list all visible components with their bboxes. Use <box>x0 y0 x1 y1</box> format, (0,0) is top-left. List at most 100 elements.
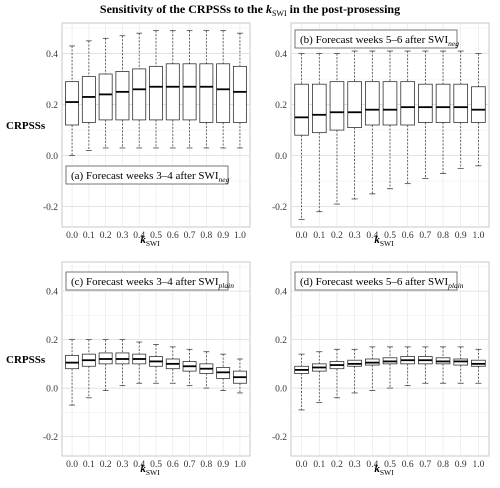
box-iqr <box>435 83 451 123</box>
boxplot-0.8 <box>199 351 214 389</box>
x-tick-label: 0.9 <box>455 460 467 470</box>
boxplot-0.5 <box>149 30 163 149</box>
x-axis-label-sub: SWI <box>146 239 160 248</box>
x-tick-label: 1.0 <box>234 460 246 470</box>
x-tick-label: 0.6 <box>167 231 179 241</box>
box-iqr <box>81 76 96 123</box>
boxplot-0.5 <box>149 344 163 384</box>
boxplot-0.2 <box>329 53 345 205</box>
x-tick-label: 0.1 <box>313 231 325 241</box>
boxplot-0.6 <box>165 30 180 149</box>
annotation-frame <box>294 29 458 49</box>
x-axis-label-k: k <box>140 234 146 246</box>
x-tick-label: 0.2 <box>100 231 112 241</box>
panel-b: -0.2 0.0 0.2 0.4 0.0 0.1 0.2 0.3 0.4 0.5 0.6 0.7 0.8… <box>272 22 490 248</box>
x-tick-label: 0.5 <box>150 231 162 241</box>
x-tick-label: 0.1 <box>313 460 325 470</box>
boxplot-0.3 <box>347 348 362 394</box>
y-tick-label: 0.2 <box>275 101 287 111</box>
boxplot-0.9 <box>216 353 231 391</box>
box-iqr <box>165 63 180 121</box>
boxplot-0.3 <box>347 50 362 200</box>
annotation-text: (c) Forecast weeks 3–4 after SWIplain <box>71 276 234 290</box>
panel-annotation: (a) Forecast weeks 3–4 after SWIneg <box>65 165 230 185</box>
boxplot-0.5 <box>382 50 398 190</box>
x-tick-label: 0.8 <box>437 231 449 241</box>
boxplot-0.1 <box>81 40 96 151</box>
panels: -0.2 0.0 0.2 0.4 0.0 0.1 0.2 0.3 0.4 0.5 0.6 0.7 0.8… <box>6 22 490 477</box>
x-tick-label: 0.7 <box>419 460 431 470</box>
x-tick-label: 0.4 <box>133 231 145 241</box>
box-iqr <box>182 63 197 121</box>
boxplot-0.6 <box>400 50 415 185</box>
boxplot-0.2 <box>98 37 113 149</box>
boxplot-0.1 <box>81 339 96 399</box>
boxplot-0.1 <box>311 351 327 404</box>
x-tick-label: 0.2 <box>100 460 112 470</box>
boxplot-0.6 <box>400 346 415 387</box>
figure-title: Sensitivity of the CRPSSs to the kSWI in… <box>100 2 400 18</box>
boxplot-1.0 <box>232 358 247 394</box>
y-axis-label: CRPSSs <box>6 120 46 132</box>
annotation-frame <box>294 271 458 291</box>
y-tick-label: -0.2 <box>272 433 287 443</box>
x-tick-label: 0.2 <box>331 231 343 241</box>
boxplot-1.0 <box>471 53 486 167</box>
annotation-text: (b) Forecast weeks 5–6 after SWIneg <box>300 34 459 48</box>
x-tick-label: 0.3 <box>116 231 128 241</box>
boxplot-0.2 <box>98 339 113 391</box>
panel-d: -0.2 0.0 0.2 0.4 0.0 0.1 0.2 0.3 0.4 0.5 0.6 0.7 0.8… <box>272 261 490 477</box>
x-axis-label-k: k <box>140 463 146 475</box>
annotation-frame <box>65 165 229 185</box>
box-iqr <box>65 81 80 126</box>
x-tick-label: 0.1 <box>83 460 95 470</box>
x-axis-label-k: k <box>374 463 380 475</box>
x-tick-label: 0.7 <box>184 460 196 470</box>
box-iqr <box>347 81 362 128</box>
annotation-title-sub: plain <box>218 281 235 290</box>
x-tick-label: 0.8 <box>200 231 212 241</box>
x-tick-label: 0.3 <box>116 460 128 470</box>
boxplot-0.8 <box>435 50 451 174</box>
annotation-title: (c) Forecast weeks 3–4 after SWI <box>71 276 219 288</box>
boxplot-0.4 <box>132 341 147 384</box>
boxplot-0.0 <box>65 339 80 406</box>
y-tick-label: 0.4 <box>46 288 58 298</box>
annotation-title-sub: plain <box>447 281 464 290</box>
annotation-title: (b) Forecast weeks 5–6 after SWI <box>300 34 448 46</box>
x-tick-label: 0.0 <box>66 460 78 470</box>
x-tick-label: 0.0 <box>66 231 78 241</box>
boxplot-0.4 <box>365 50 380 195</box>
box-iqr <box>294 83 309 136</box>
box-iqr <box>365 81 380 126</box>
x-tick-label: 0.5 <box>150 460 162 470</box>
y-tick-label: 0.2 <box>46 336 58 346</box>
x-tick-label: 0.5 <box>384 460 396 470</box>
boxplot-0.7 <box>182 30 197 149</box>
box-iqr <box>115 71 130 121</box>
x-tick-label: 0.8 <box>437 460 449 470</box>
box-iqr <box>132 68 147 121</box>
boxplot-1.0 <box>232 32 247 149</box>
x-tick-label: 0.8 <box>200 460 212 470</box>
y-axis-label: CRPSSs <box>6 354 46 366</box>
x-axis-label-sub: SWI <box>146 468 160 477</box>
boxplot-0.7 <box>418 50 433 179</box>
boxplot-0.0 <box>294 53 309 220</box>
boxplot-0.7 <box>182 348 197 387</box>
x-axis-label-k: k <box>374 234 380 246</box>
x-axis-label: kSWI <box>374 463 394 477</box>
boxplot-0.5 <box>382 346 398 389</box>
x-axis-label-sub: SWI <box>380 239 394 248</box>
x-tick-label: 0.9 <box>217 460 229 470</box>
x-tick-label: 0.5 <box>384 231 396 241</box>
x-tick-label: 0.3 <box>349 231 361 241</box>
figure-title-k: k <box>266 2 272 16</box>
boxplot-0.1 <box>311 53 327 213</box>
box-iqr <box>400 81 415 126</box>
y-tick-label: 0.0 <box>275 385 287 395</box>
y-tick-label: 0.4 <box>46 50 58 60</box>
figure-title-prefix: Sensitivity of the CRPSSs to the <box>100 2 266 16</box>
box-iqr <box>98 73 113 121</box>
